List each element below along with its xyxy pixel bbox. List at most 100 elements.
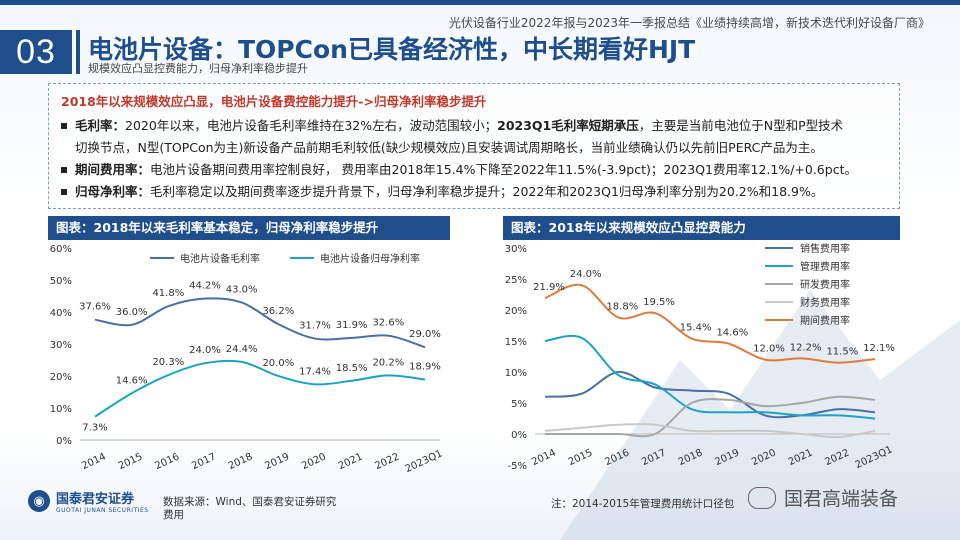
series-line-5 bbox=[544, 283, 876, 364]
logo-icon: ◉ bbox=[28, 490, 50, 512]
series-line-1 bbox=[544, 370, 876, 419]
data-label: 11.5% bbox=[826, 347, 858, 358]
data-label: 15.4% bbox=[680, 323, 712, 334]
chart2-title: 图表：2018年以来规模效应凸显控费能力 bbox=[503, 216, 900, 240]
x-tick-label: 2021 bbox=[337, 451, 365, 472]
summary-headline: 2018年以来规模效应凸显，电池片设备费控能力提升->归母净利率稳步提升 bbox=[61, 94, 487, 109]
data-label: 18.5% bbox=[336, 363, 368, 374]
page-subtitle: 规模效应凸显控费能力，归母净利率稳步提升 bbox=[88, 62, 308, 75]
series-line-2 bbox=[94, 359, 426, 418]
legend-label: 电池片设备归母净利率 bbox=[320, 252, 420, 265]
bullet-net-margin: 归母净利率：毛利率稳定以及期间费率逐步提升背景下，归母净利率稳步提升；2022年… bbox=[61, 181, 887, 203]
data-label: 36.0% bbox=[116, 307, 148, 318]
bullet-text: 毛利率稳定以及期间费率逐步提升背景下，归母净利率稳步提升；2022年和2023Q… bbox=[150, 184, 824, 199]
data-label: 31.9% bbox=[336, 320, 368, 331]
chart1-plot: 0% 10% 20% 30% 40% 50% 60% 2014 2015 2016 2017 2018… bbox=[50, 244, 445, 475]
data-source-line2: 费用 bbox=[163, 509, 184, 521]
x-tick-label: 2015 bbox=[117, 451, 145, 472]
x-tick-label: 2021 bbox=[787, 447, 815, 468]
x-tick-label: 2016 bbox=[153, 451, 181, 472]
data-label: 14.6% bbox=[116, 375, 148, 386]
watermark: 国君高端装备 bbox=[748, 484, 898, 511]
bullet-label: 期间费用率： bbox=[75, 162, 151, 177]
section-number: 03 bbox=[0, 30, 72, 74]
data-label: 29.0% bbox=[409, 329, 441, 340]
data-label: 18.8% bbox=[606, 301, 638, 312]
company-logo: ◉ 国泰君安证券 GUOTAI JUNAN SECURITIES bbox=[28, 488, 149, 514]
x-tick-label: 2022 bbox=[823, 447, 851, 468]
background-mountain-decoration bbox=[560, 290, 960, 540]
y-tick-label: 20% bbox=[505, 306, 527, 317]
bullet-text: ，主要是当前电池位于N型和P型技术 bbox=[638, 118, 844, 133]
series-line-3 bbox=[544, 395, 876, 438]
data-label: 20.2% bbox=[372, 357, 404, 368]
y-tick-label: 20% bbox=[50, 372, 72, 383]
legend-label: 管理费用率 bbox=[800, 260, 850, 273]
data-label: 41.8% bbox=[152, 288, 184, 299]
bullet-label: 归母净利率： bbox=[75, 184, 151, 199]
data-label: 12.2% bbox=[790, 342, 822, 353]
x-tick-label: 2016 bbox=[603, 447, 631, 468]
y-tick-label: 50% bbox=[50, 276, 72, 287]
bullet-gross-margin: 毛利率：2020年以来，电池片设备毛利率维持在32%左右，波动范围较小；2023… bbox=[61, 115, 887, 159]
x-tick-label: 2014 bbox=[80, 451, 108, 472]
data-label: 19.5% bbox=[643, 297, 675, 308]
title-divider bbox=[76, 30, 80, 74]
bullet-text: 电池片设备期间费用率控制良好， 费用率由2018年15.4%下降至2022年11… bbox=[150, 162, 857, 177]
page-title: 电池片设备：TOPCon已具备经济性，中长期看好HJT bbox=[88, 35, 696, 64]
data-label: 31.7% bbox=[299, 321, 331, 332]
y-tick-label: 40% bbox=[50, 308, 72, 319]
legend-label: 财务费用率 bbox=[800, 296, 850, 309]
data-label: 24.0% bbox=[189, 345, 221, 356]
logo-en: GUOTAI JUNAN SECURITIES bbox=[56, 507, 149, 514]
data-label: 44.2% bbox=[189, 281, 221, 292]
data-label: 18.9% bbox=[409, 362, 441, 373]
y-tick-label: 5% bbox=[511, 399, 527, 410]
y-tick-label: -5% bbox=[508, 461, 527, 472]
x-tick-label: 2023Q1 bbox=[404, 448, 445, 475]
bullet-emphasis: 2023Q1毛利率短期承压 bbox=[497, 118, 639, 133]
chart2-plot: -5% 0% 5% 10% 15% 20% 25% 30% 2014 2015 2016 2017 20… bbox=[505, 242, 895, 472]
bullet-square-icon bbox=[61, 123, 67, 129]
y-tick-label: 0% bbox=[56, 436, 72, 447]
data-label: 7.3% bbox=[82, 423, 107, 434]
bullet-expense-ratio: 期间费用率：电池片设备期间费用率控制良好， 费用率由2018年15.4%下降至2… bbox=[61, 159, 887, 181]
x-tick-label: 2020 bbox=[750, 447, 778, 468]
data-label: 20.0% bbox=[262, 358, 294, 369]
data-label: 24.4% bbox=[226, 344, 258, 355]
data-label: 43.0% bbox=[226, 284, 258, 295]
chart-note: 注：2014-2015年管理费用统计口径包 bbox=[551, 498, 735, 510]
bullet-label: 毛利率： bbox=[75, 118, 126, 133]
legend-label: 销售费用率 bbox=[800, 242, 850, 255]
bullet-square-icon bbox=[61, 189, 67, 195]
x-tick-label: 2017 bbox=[640, 447, 668, 468]
x-tick-label: 2017 bbox=[190, 451, 218, 472]
y-tick-label: 25% bbox=[505, 275, 527, 286]
y-tick-label: 10% bbox=[50, 404, 72, 415]
x-tick-label: 2023Q1 bbox=[854, 444, 895, 471]
data-label: 32.6% bbox=[372, 318, 404, 329]
y-tick-label: 0% bbox=[511, 430, 527, 441]
y-tick-label: 10% bbox=[505, 368, 527, 379]
x-tick-label: 2022 bbox=[373, 451, 401, 472]
x-tick-label: 2019 bbox=[263, 451, 291, 472]
series-line-1 bbox=[94, 297, 426, 349]
y-tick-label: 60% bbox=[50, 244, 72, 255]
data-label: 14.6% bbox=[716, 327, 748, 338]
x-tick-label: 2015 bbox=[567, 447, 595, 468]
data-label: 17.4% bbox=[299, 366, 331, 377]
top-accent-bar bbox=[0, 0, 960, 5]
data-label: 12.0% bbox=[753, 344, 785, 355]
chart1-title: 图表：2018年以来毛利率基本稳定，归母净利率稳步提升 bbox=[48, 216, 450, 240]
data-label: 21.9% bbox=[533, 282, 565, 293]
series-line-4 bbox=[544, 423, 876, 439]
logo-cn: 国泰君安证券 bbox=[56, 492, 135, 507]
y-tick-label: 15% bbox=[505, 337, 527, 348]
legend-label: 期间费用率 bbox=[800, 314, 850, 327]
x-tick-label: 2018 bbox=[677, 447, 705, 468]
data-label: 37.6% bbox=[79, 302, 111, 313]
summary-box: 2018年以来规模效应凸显，电池片设备费控能力提升->归母净利率稳步提升 毛利率… bbox=[48, 83, 900, 209]
report-title-line: 光伏设备行业2022年报与2023年一季报总结《业绩持续高增，新技术迭代利好设备… bbox=[448, 16, 930, 30]
data-label: 12.1% bbox=[863, 343, 895, 354]
